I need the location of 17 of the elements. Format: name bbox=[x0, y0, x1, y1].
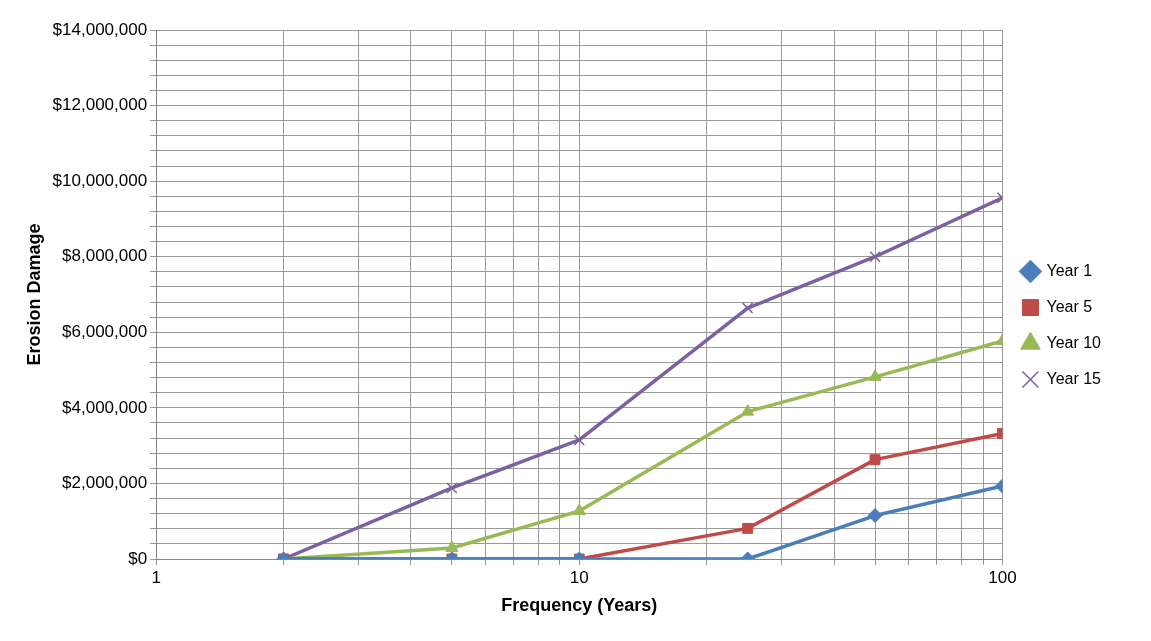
legend-label: Year 1 bbox=[1046, 261, 1093, 279]
y-tick-label: $14,000,000 bbox=[52, 19, 148, 39]
y-tick-label: $8,000,000 bbox=[62, 246, 148, 266]
y-tick-label: $4,000,000 bbox=[62, 397, 148, 417]
x-axis-title: Frequency (Years) bbox=[501, 595, 658, 616]
legend-label: Year 10 bbox=[1046, 333, 1102, 351]
x-tick-label: 100 bbox=[988, 567, 1017, 587]
y-tick-label: $10,000,000 bbox=[52, 170, 148, 190]
legend-label: Year 5 bbox=[1046, 297, 1093, 315]
legend-label: Year 15 bbox=[1046, 369, 1102, 387]
y-axis-title: Erosion Damage bbox=[23, 223, 44, 366]
x-tick-label: 10 bbox=[569, 567, 589, 587]
y-tick-label: $12,000,000 bbox=[52, 95, 148, 115]
y-tick-label: $0 bbox=[128, 548, 148, 568]
y-tick-label: $6,000,000 bbox=[62, 321, 148, 341]
x-tick-label: 1 bbox=[151, 567, 161, 587]
y-tick-label: $2,000,000 bbox=[62, 473, 148, 493]
